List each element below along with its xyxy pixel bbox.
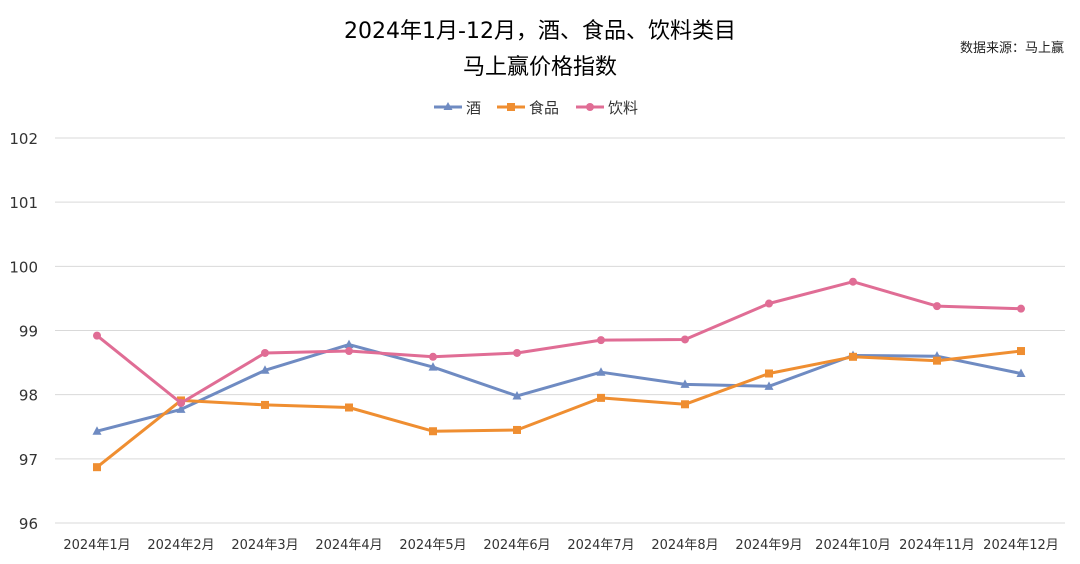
point-s3-6 bbox=[513, 348, 521, 357]
point-s1-9 bbox=[764, 381, 774, 390]
x-tick-label-1: 2024年1月 bbox=[63, 538, 130, 553]
series-line-2 bbox=[96, 349, 1022, 469]
legend-marker-jiu bbox=[443, 102, 453, 110]
point-s3-11 bbox=[933, 302, 941, 311]
point-s1-3 bbox=[260, 365, 270, 374]
point-s2-12 bbox=[1017, 347, 1025, 356]
y-tick-label-97: 97 bbox=[19, 451, 38, 469]
y-tick-label-99: 99 bbox=[19, 323, 38, 341]
x-tick-label-6: 2024年6月 bbox=[483, 538, 550, 553]
chart-title-line1: 2024年1月-12月，酒、食品、饮料类目 bbox=[344, 19, 736, 44]
point-s3-10 bbox=[849, 277, 857, 286]
point-s3-9 bbox=[765, 299, 773, 308]
y-tick-label-100: 100 bbox=[9, 258, 38, 276]
x-tick-label-2: 2024年2月 bbox=[147, 538, 214, 553]
x-tick-label-4: 2024年4月 bbox=[315, 538, 382, 553]
point-s2-6 bbox=[513, 425, 521, 434]
y-tick-label-98: 98 bbox=[19, 387, 38, 405]
legend-label-jiu: 酒 bbox=[466, 99, 481, 117]
series-3 bbox=[93, 277, 1025, 408]
y-tick-label-101: 101 bbox=[9, 194, 38, 212]
x-axis: 2024年1月 2024年2月 2024年3月 2024年4月 2024年5月 2024年… bbox=[63, 538, 1059, 553]
legend-marker-shipin bbox=[507, 103, 515, 111]
point-s3-4 bbox=[345, 347, 353, 356]
x-tick-label-3: 2024年3月 bbox=[231, 538, 298, 553]
point-s1-5 bbox=[428, 362, 438, 371]
point-s1-4 bbox=[344, 339, 354, 349]
point-s2-10 bbox=[849, 352, 857, 361]
point-s2-4 bbox=[345, 403, 353, 412]
legend-item-yinliao: 饮料 bbox=[576, 99, 638, 117]
series-1 bbox=[92, 339, 1026, 435]
legend-label-shipin: 食品 bbox=[529, 99, 559, 117]
point-s2-11 bbox=[933, 356, 941, 365]
series-layer bbox=[92, 277, 1026, 472]
point-s3-5 bbox=[429, 352, 437, 361]
point-s1-8 bbox=[680, 379, 690, 388]
legend-label-yinliao: 饮料 bbox=[608, 99, 638, 117]
x-tick-label-12: 2024年12月 bbox=[983, 538, 1059, 553]
x-tick-label-11: 2024年11月 bbox=[899, 538, 975, 553]
point-s3-2 bbox=[177, 399, 185, 408]
series-line-3 bbox=[96, 280, 1022, 405]
point-s3-3 bbox=[261, 348, 269, 357]
source-note: 数据来源：马上赢 bbox=[960, 40, 1064, 56]
series-line-1 bbox=[96, 343, 1022, 433]
x-tick-label-7: 2024年7月 bbox=[567, 538, 634, 553]
series-2 bbox=[93, 347, 1025, 472]
y-tick-label-102: 102 bbox=[9, 130, 38, 148]
legend-item-jiu: 酒 bbox=[434, 99, 481, 117]
y-axis: 96 97 98 99 100 101 102 bbox=[9, 130, 38, 533]
point-s1-7 bbox=[596, 367, 606, 376]
point-s1-6 bbox=[512, 390, 522, 400]
x-tick-label-10: 2024年10月 bbox=[815, 538, 891, 553]
point-s1-2 bbox=[176, 404, 186, 413]
chart-title-line2: 马上赢价格指数 bbox=[463, 55, 617, 80]
legend-item-shipin: 食品 bbox=[497, 99, 559, 117]
point-s2-7 bbox=[597, 393, 605, 402]
point-s2-5 bbox=[429, 427, 437, 436]
x-tick-label-5: 2024年5月 bbox=[399, 538, 466, 553]
x-tick-label-9: 2024年9月 bbox=[735, 538, 802, 553]
point-s3-12 bbox=[1017, 304, 1025, 313]
x-tick-label-8: 2024年8月 bbox=[651, 538, 718, 553]
point-s2-9 bbox=[765, 369, 773, 378]
point-s3-1 bbox=[93, 331, 101, 340]
point-s1-12 bbox=[1016, 368, 1026, 377]
point-s2-8 bbox=[681, 400, 689, 409]
point-s2-1 bbox=[93, 463, 101, 472]
y-tick-label-96: 96 bbox=[19, 515, 38, 533]
legend-marker-yinliao bbox=[586, 103, 594, 111]
point-s3-7 bbox=[597, 336, 605, 345]
point-s1-1 bbox=[92, 426, 102, 435]
legend: 酒 食品 饮料 bbox=[434, 99, 638, 117]
point-s2-3 bbox=[261, 400, 269, 409]
point-s3-8 bbox=[681, 335, 689, 344]
grid-layer bbox=[55, 137, 1065, 524]
